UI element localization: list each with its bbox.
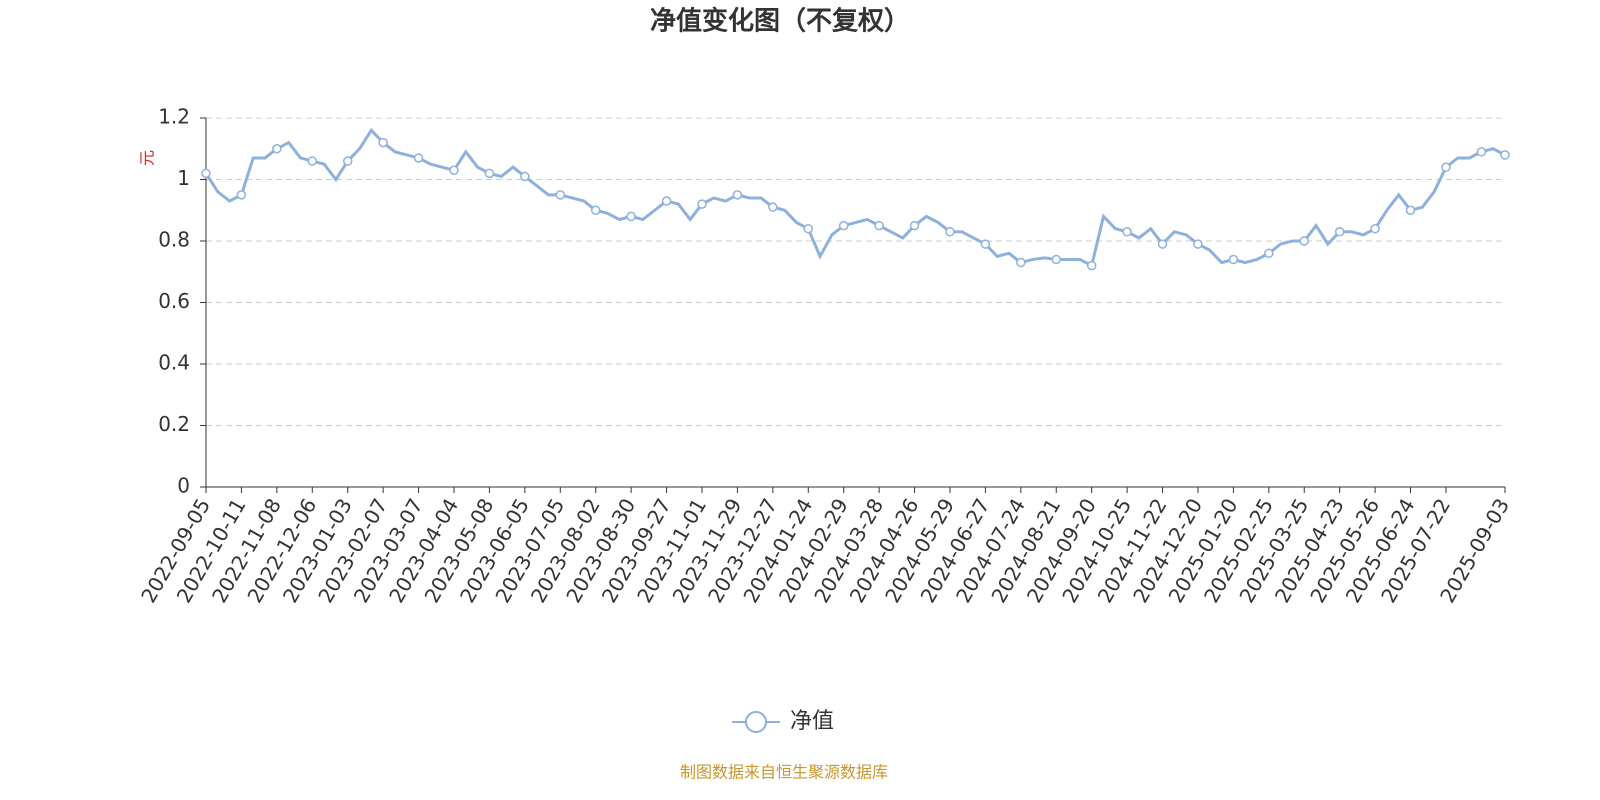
data-point	[378, 137, 388, 148]
y-tick-label: 0.2	[158, 412, 190, 436]
data-point	[484, 168, 495, 179]
data-point	[555, 190, 566, 200]
y-tick-label: 1.2	[158, 105, 190, 129]
data-point	[661, 196, 672, 206]
data-point	[909, 220, 920, 231]
data-point	[1299, 236, 1309, 246]
data-point	[980, 239, 991, 249]
data-point	[1086, 260, 1097, 271]
data-point	[1441, 162, 1451, 172]
legend-marker	[745, 711, 767, 733]
data-point	[272, 144, 282, 154]
y-tick-label: 0.6	[158, 289, 190, 313]
data-point	[1122, 227, 1132, 237]
data-point	[520, 171, 530, 182]
data-point	[945, 227, 955, 237]
data-point	[1193, 239, 1203, 249]
y-tick-label: 0.8	[158, 228, 190, 252]
data-point	[874, 220, 884, 231]
data-point	[732, 190, 743, 200]
series-line	[204, 127, 1506, 268]
data-point	[236, 190, 247, 200]
chart-title: 净值变化图（不复权）	[650, 6, 910, 37]
y-tick-label: 0.4	[158, 351, 190, 375]
data-point	[1051, 254, 1062, 265]
data-point	[1405, 205, 1416, 215]
y-tick-label: 0	[177, 474, 190, 498]
data-point	[803, 223, 814, 234]
data-point	[1016, 257, 1026, 268]
data-point	[838, 220, 849, 231]
data-point	[1228, 254, 1239, 265]
source-note: 制图数据来自恒生聚源数据库	[680, 763, 888, 782]
data-point	[1476, 147, 1487, 157]
data-point	[697, 199, 707, 209]
data-point	[1334, 227, 1345, 237]
data-point	[626, 211, 636, 222]
data-point	[1370, 223, 1380, 234]
data-point	[1500, 150, 1510, 160]
legend-label: 净值	[790, 709, 834, 734]
data-point	[590, 205, 601, 215]
data-point	[307, 156, 318, 166]
data-point	[413, 153, 424, 163]
y-tick-label: 1	[177, 166, 190, 190]
y-axis-label: 元	[138, 150, 157, 166]
data-point	[1157, 239, 1168, 249]
data-point	[342, 156, 353, 166]
data-point	[449, 165, 459, 176]
data-point	[768, 202, 778, 212]
data-point	[1264, 248, 1274, 259]
data-point	[201, 168, 211, 179]
